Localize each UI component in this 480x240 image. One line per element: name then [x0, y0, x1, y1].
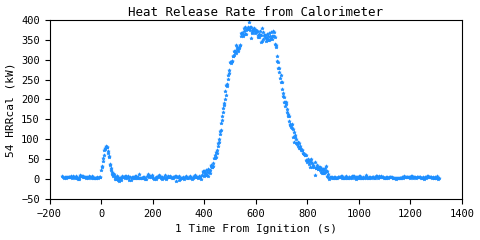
Y-axis label: 54 HRRcal (kW): 54 HRRcal (kW) [6, 62, 15, 157]
X-axis label: 1 Time From Ignition (s): 1 Time From Ignition (s) [175, 224, 337, 234]
Title: Heat Release Rate from Calorimeter: Heat Release Rate from Calorimeter [128, 6, 383, 18]
